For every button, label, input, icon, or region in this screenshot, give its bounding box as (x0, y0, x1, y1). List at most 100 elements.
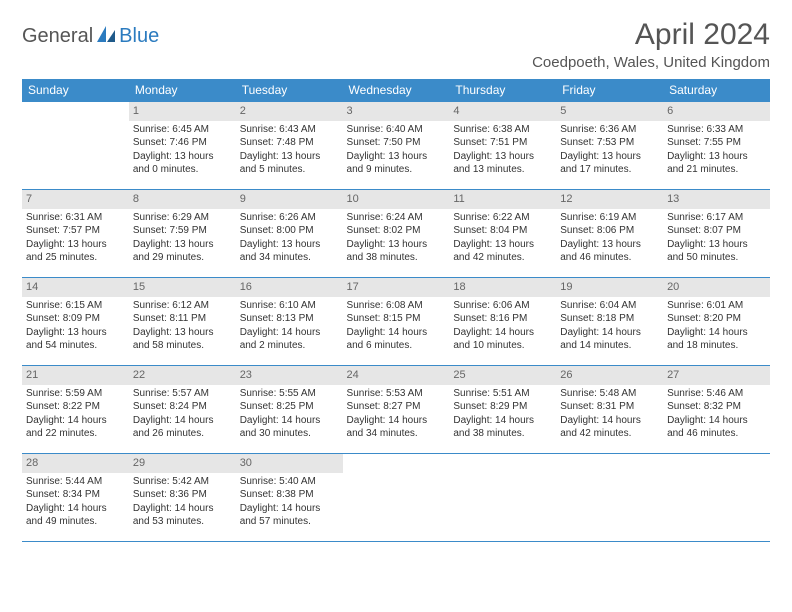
daylight-line: Daylight: 14 hours and 53 minutes. (133, 502, 232, 529)
daylight-line: Daylight: 13 hours and 25 minutes. (26, 238, 125, 265)
day-number: 26 (556, 366, 663, 385)
sunset-line: Sunset: 8:04 PM (453, 224, 552, 238)
day-number: 5 (556, 102, 663, 121)
sunset-line: Sunset: 7:57 PM (26, 224, 125, 238)
daylight-line: Daylight: 13 hours and 38 minutes. (347, 238, 446, 265)
logo-sail-icon (95, 24, 117, 49)
header-right: April 2024 Coedpoeth, Wales, United King… (532, 18, 770, 71)
day-number: 22 (129, 366, 236, 385)
sunrise-line: Sunrise: 5:42 AM (133, 475, 232, 489)
sunrise-line: Sunrise: 6:15 AM (26, 299, 125, 313)
daylight-line: Daylight: 14 hours and 2 minutes. (240, 326, 339, 353)
sunset-line: Sunset: 8:00 PM (240, 224, 339, 238)
sunset-line: Sunset: 8:11 PM (133, 312, 232, 326)
logo-word-blue: Blue (119, 25, 159, 48)
sunset-line: Sunset: 7:48 PM (240, 136, 339, 150)
sunrise-line: Sunrise: 6:24 AM (347, 211, 446, 225)
day-number: 19 (556, 278, 663, 297)
calendar-cell: 5Sunrise: 6:36 AMSunset: 7:53 PMDaylight… (556, 102, 663, 190)
calendar-cell: 14Sunrise: 6:15 AMSunset: 8:09 PMDayligh… (22, 278, 129, 366)
sunset-line: Sunset: 8:27 PM (347, 400, 446, 414)
calendar-cell: 21Sunrise: 5:59 AMSunset: 8:22 PMDayligh… (22, 366, 129, 454)
calendar-cell: 11 Sunrise: 6:22 AMSunset: 8:04 PMDayligh… (449, 190, 556, 278)
daylight-line: Daylight: 13 hours and 9 minutes. (347, 150, 446, 177)
weekday-header: Monday (129, 79, 236, 102)
day-number: 14 (22, 278, 129, 297)
header: General Blue April 2024 Coedpoeth, Wales… (22, 18, 770, 71)
daylight-line: Daylight: 14 hours and 57 minutes. (240, 502, 339, 529)
calendar-cell: 6Sunrise: 6:33 AMSunset: 7:55 PMDaylight… (663, 102, 770, 190)
daylight-line: Daylight: 13 hours and 13 minutes. (453, 150, 552, 177)
sunrise-line: Sunrise: 6:04 AM (560, 299, 659, 313)
calendar-cell: 7Sunrise: 6:31 AMSunset: 7:57 PMDaylight… (22, 190, 129, 278)
sunset-line: Sunset: 7:55 PM (667, 136, 766, 150)
sunrise-line: Sunrise: 6:22 AM (453, 211, 552, 225)
day-number: 27 (663, 366, 770, 385)
day-number: 16 (236, 278, 343, 297)
daylight-line: Daylight: 13 hours and 29 minutes. (133, 238, 232, 265)
sunrise-line: Sunrise: 6:01 AM (667, 299, 766, 313)
day-number: 3 (343, 102, 450, 121)
calendar-body: 1Sunrise: 6:45 AMSunset: 7:46 PMDaylight… (22, 102, 770, 542)
day-number: 24 (343, 366, 450, 385)
month-title: April 2024 (532, 18, 770, 52)
weekday-header: Friday (556, 79, 663, 102)
sunrise-line: Sunrise: 6:10 AM (240, 299, 339, 313)
day-number: 1 (129, 102, 236, 121)
sunset-line: Sunset: 8:29 PM (453, 400, 552, 414)
daylight-line: Daylight: 13 hours and 46 minutes. (560, 238, 659, 265)
sunrise-line: Sunrise: 5:57 AM (133, 387, 232, 401)
calendar-cell: 8Sunrise: 6:29 AMSunset: 7:59 PMDaylight… (129, 190, 236, 278)
day-number: 6 (663, 102, 770, 121)
weekday-header: Sunday (22, 79, 129, 102)
calendar-cell (556, 454, 663, 542)
sunset-line: Sunset: 8:13 PM (240, 312, 339, 326)
day-number: 20 (663, 278, 770, 297)
daylight-line: Daylight: 13 hours and 17 minutes. (560, 150, 659, 177)
daylight-line: Daylight: 13 hours and 54 minutes. (26, 326, 125, 353)
daylight-line: Daylight: 14 hours and 26 minutes. (133, 414, 232, 441)
sunrise-line: Sunrise: 6:19 AM (560, 211, 659, 225)
calendar-row: 14Sunrise: 6:15 AMSunset: 8:09 PMDayligh… (22, 278, 770, 366)
sunset-line: Sunset: 8:18 PM (560, 312, 659, 326)
sunset-line: Sunset: 7:51 PM (453, 136, 552, 150)
sunrise-line: Sunrise: 6:31 AM (26, 211, 125, 225)
sunset-line: Sunset: 8:06 PM (560, 224, 659, 238)
sunrise-line: Sunrise: 6:12 AM (133, 299, 232, 313)
weekday-header: Thursday (449, 79, 556, 102)
daylight-line: Daylight: 13 hours and 34 minutes. (240, 238, 339, 265)
sunset-line: Sunset: 8:15 PM (347, 312, 446, 326)
calendar-cell: 26Sunrise: 5:48 AMSunset: 8:31 PMDayligh… (556, 366, 663, 454)
calendar-row: 21Sunrise: 5:59 AMSunset: 8:22 PMDayligh… (22, 366, 770, 454)
day-number: 11 (449, 190, 556, 209)
day-number: 10 (343, 190, 450, 209)
sunset-line: Sunset: 8:20 PM (667, 312, 766, 326)
calendar-cell: 24Sunrise: 5:53 AMSunset: 8:27 PMDayligh… (343, 366, 450, 454)
sunset-line: Sunset: 8:02 PM (347, 224, 446, 238)
sunrise-line: Sunrise: 5:40 AM (240, 475, 339, 489)
sunset-line: Sunset: 7:53 PM (560, 136, 659, 150)
calendar-row: 28Sunrise: 5:44 AMSunset: 8:34 PMDayligh… (22, 454, 770, 542)
daylight-line: Daylight: 14 hours and 30 minutes. (240, 414, 339, 441)
calendar-cell: 2Sunrise: 6:43 AMSunset: 7:48 PMDaylight… (236, 102, 343, 190)
sunset-line: Sunset: 8:07 PM (667, 224, 766, 238)
sunset-line: Sunset: 8:16 PM (453, 312, 552, 326)
sunrise-line: Sunrise: 5:53 AM (347, 387, 446, 401)
sunrise-line: Sunrise: 6:33 AM (667, 123, 766, 137)
day-number: 30 (236, 454, 343, 473)
day-number: 12 (556, 190, 663, 209)
day-number: 2 (236, 102, 343, 121)
daylight-line: Daylight: 14 hours and 14 minutes. (560, 326, 659, 353)
calendar-cell: 19 Sunrise: 6:04 AMSunset: 8:18 PMDayligh… (556, 278, 663, 366)
sunrise-line: Sunrise: 5:48 AM (560, 387, 659, 401)
sunset-line: Sunset: 8:31 PM (560, 400, 659, 414)
day-number: 15 (129, 278, 236, 297)
sunrise-line: Sunrise: 6:08 AM (347, 299, 446, 313)
daylight-line: Daylight: 14 hours and 46 minutes. (667, 414, 766, 441)
daylight-line: Daylight: 13 hours and 42 minutes. (453, 238, 552, 265)
sunrise-line: Sunrise: 5:46 AM (667, 387, 766, 401)
sunset-line: Sunset: 7:59 PM (133, 224, 232, 238)
sunset-line: Sunset: 7:46 PM (133, 136, 232, 150)
day-number: 28 (22, 454, 129, 473)
sunrise-line: Sunrise: 6:40 AM (347, 123, 446, 137)
